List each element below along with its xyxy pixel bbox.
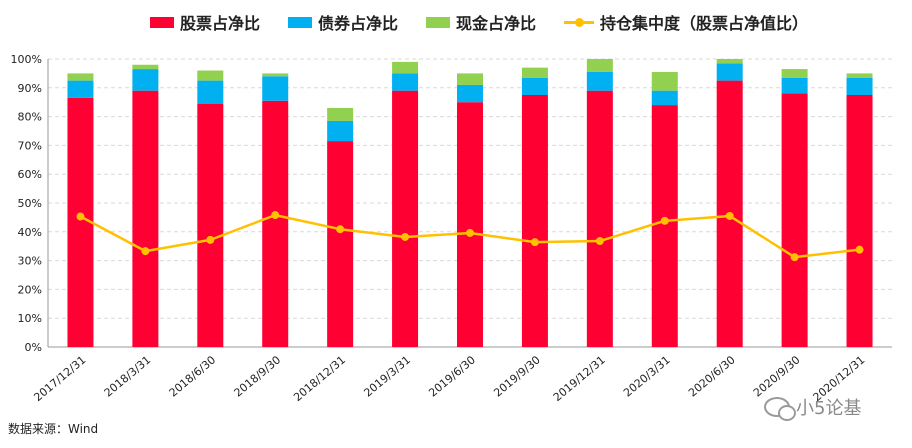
bar-cash	[651, 71, 678, 91]
x-tick-label: 2018/3/31	[102, 353, 154, 399]
watermark-text: 小5论基	[796, 398, 862, 419]
legend-label-cash: 现金占净比	[456, 14, 537, 33]
bar-bond	[586, 71, 613, 91]
source-note: 数据来源：Wind	[8, 422, 99, 436]
legend-label-bond: 债券占净比	[318, 14, 399, 33]
x-tick-label: 2018/9/30	[232, 353, 284, 399]
legend-label-concentration: 持仓集中度（股票占净值比）	[600, 14, 809, 33]
legend-item-stock: 股票占净比	[150, 10, 260, 34]
concentration-point	[530, 238, 539, 247]
bar-stock	[132, 90, 159, 348]
bar-cash	[327, 107, 354, 121]
bar-cash	[67, 73, 94, 81]
concentration-point	[595, 237, 604, 246]
bar-bond	[327, 120, 354, 142]
y-tick-label: 0%	[25, 341, 42, 354]
bar-bond	[651, 90, 678, 106]
x-tick-label: 2020/3/31	[621, 353, 673, 399]
legend-item-cash: 现金占净比	[426, 10, 536, 34]
bar-bond	[457, 84, 483, 103]
legend-label-stock: 股票占净比	[180, 14, 261, 33]
concentration-point	[466, 228, 474, 237]
bar-cash	[716, 59, 743, 64]
legend: 股票占净比 债券占净比 现金占净比 持仓集中度（股票占净值比）	[150, 10, 808, 34]
legend-swatch-stock	[150, 16, 174, 28]
x-tick-label: 2017/12/31	[31, 353, 88, 404]
bar-stock	[586, 90, 613, 348]
y-tick-label: 30%	[18, 255, 42, 268]
concentration-point	[336, 225, 345, 234]
concentration-point	[855, 245, 864, 254]
concentration-point	[790, 253, 799, 262]
bar-bond	[716, 63, 743, 81]
bar-cash	[586, 59, 613, 72]
bar-stock	[392, 90, 419, 348]
bar-stock	[781, 93, 808, 347]
bar-bond	[846, 77, 873, 95]
x-tick-label: 2019/6/30	[426, 353, 478, 399]
bar-stock	[521, 95, 548, 347]
x-tick-label: 2018/6/30	[167, 353, 219, 399]
y-tick-label: 50%	[18, 197, 42, 210]
bar-stock	[651, 105, 678, 347]
concentration-point	[725, 211, 734, 220]
bar-cash	[846, 73, 873, 78]
x-tick-label: 2019/3/31	[361, 353, 413, 399]
bar-cash	[521, 67, 548, 78]
bar-cash	[197, 70, 224, 81]
legend-swatch-bond	[288, 16, 313, 28]
concentration-point	[271, 211, 280, 220]
wechat-icon	[764, 397, 796, 421]
x-tick-label: 2020/6/30	[686, 353, 738, 399]
bar-stock	[457, 102, 483, 347]
legend-item-bond: 债券占净比	[288, 10, 398, 34]
y-tick-label: 20%	[18, 283, 42, 296]
bar-stock	[846, 95, 873, 347]
bar-bond	[781, 77, 808, 94]
watermark: 小5论基	[764, 394, 862, 421]
y-tick-label: 40%	[18, 226, 42, 239]
bar-bond	[67, 80, 94, 98]
bar-bond	[197, 80, 224, 104]
x-tick-label: 2019/12/31	[551, 353, 608, 404]
legend-swatch-concentration	[564, 17, 595, 28]
legend-swatch-cash	[426, 16, 451, 28]
bar-bond	[132, 69, 159, 91]
y-tick-label: 100%	[11, 53, 42, 66]
concentration-point	[76, 212, 85, 221]
concentration-point	[401, 232, 410, 241]
y-tick-label: 80%	[18, 111, 42, 124]
y-tick-label: 60%	[18, 168, 42, 181]
x-tick-label: 2019/9/30	[491, 353, 543, 399]
bar-cash	[781, 69, 808, 78]
bar-stock	[262, 100, 289, 347]
bar-cash	[392, 61, 419, 74]
concentration-point	[660, 216, 669, 225]
bar-cash	[132, 64, 159, 70]
bar-cash	[262, 73, 289, 77]
x-tick-label: 2018/12/31	[291, 353, 348, 404]
concentration-point	[206, 235, 215, 244]
bar-bond	[262, 76, 289, 101]
bar-stock	[327, 141, 354, 347]
y-tick-label: 90%	[18, 82, 42, 95]
y-tick-label: 70%	[18, 139, 42, 152]
bar-stock	[197, 103, 224, 347]
bar-bond	[392, 73, 419, 91]
bar-cash	[457, 73, 483, 85]
legend-item-concentration: 持仓集中度（股票占净值比）	[564, 10, 808, 34]
y-tick-label: 10%	[18, 312, 42, 325]
concentration-point	[141, 247, 150, 256]
bar-bond	[521, 77, 548, 95]
x-tick-label: 2020/9/30	[751, 353, 803, 399]
